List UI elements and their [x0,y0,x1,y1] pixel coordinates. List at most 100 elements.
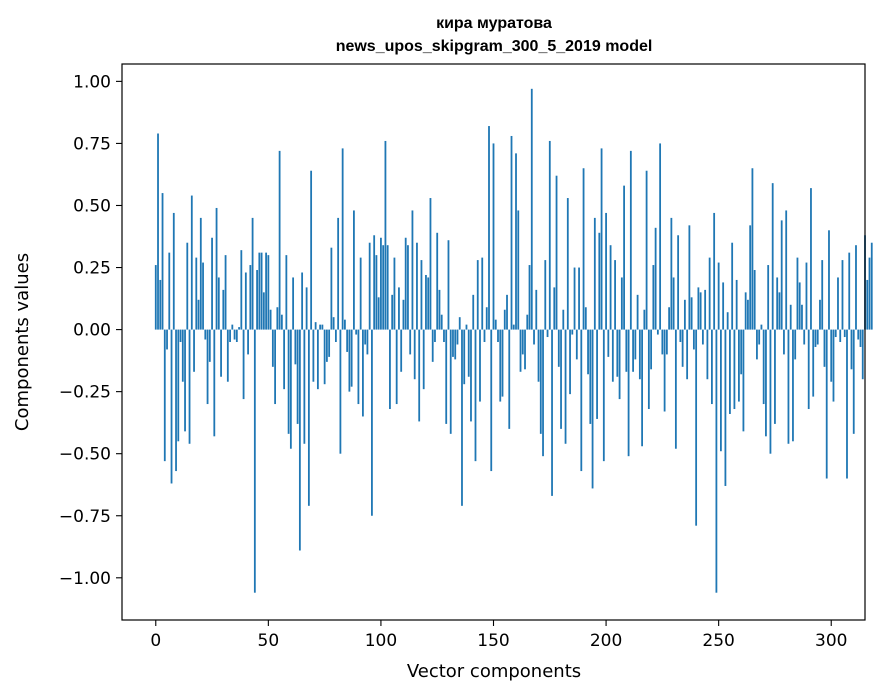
bar-280 [785,210,788,330]
bar-311 [855,245,857,330]
bar-73 [319,324,322,330]
bar-317 [868,257,871,330]
bar-149 [490,329,493,472]
bar-194 [591,329,594,489]
bar-22 [204,329,207,340]
bar-261 [742,329,745,432]
bar-314 [861,329,864,380]
bar-264 [749,225,752,330]
bar-56 [280,314,283,330]
bar-25 [211,237,213,330]
bar-279 [783,329,785,355]
bar-236 [686,329,689,380]
bar-302 [834,329,837,338]
bar-229 [670,217,673,330]
bar-6 [168,252,171,330]
bar-69 [310,170,313,330]
bar-135 [458,317,461,330]
bar-157 [508,329,511,429]
bar-262 [744,292,747,330]
bar-121 [427,277,430,330]
y-tick-label: −0.50 [59,445,111,465]
bar-17 [193,329,195,372]
bar-176 [551,329,553,496]
bar-245 [706,329,709,380]
bar-23 [206,329,209,405]
bar-182 [564,329,567,444]
bar-24 [208,329,211,362]
bar-108 [398,287,400,330]
bar-188 [578,267,580,330]
bar-185 [571,329,574,335]
bar-60 [289,329,292,449]
bar-103 [386,245,389,330]
bar-140 [470,329,472,422]
bar-162 [519,329,522,372]
bar-222 [654,227,657,330]
bar-96 [371,329,373,516]
bar-198 [600,148,603,330]
bar-42 [249,265,252,330]
bar-274 [771,183,774,330]
bar-271 [765,329,767,437]
y-tick-label: −0.25 [59,383,111,403]
bar-20 [199,217,202,330]
chart-title-line1: кира муратова [436,15,552,32]
bar-117 [418,329,421,422]
bar-263 [747,299,749,330]
bar-19 [197,299,200,330]
bar-219 [647,329,650,410]
bar-124 [434,329,436,342]
bar-63 [296,329,299,424]
bar-181 [562,309,565,330]
bar-13 [184,329,186,432]
bar-299 [828,230,830,330]
y-axis-label: Components values [12,253,33,431]
bar-125 [436,232,439,330]
bar-66 [303,329,306,444]
bar-199 [602,329,605,462]
bar-158 [510,135,513,330]
bar-197 [598,232,601,330]
bar-304 [839,329,842,342]
bar-0 [154,265,157,330]
bar-153 [499,329,502,402]
bar-303 [837,277,839,330]
bar-14 [186,242,189,330]
bar-29 [220,329,222,377]
y-tick-label: 0.25 [73,259,111,279]
bar-203 [611,329,614,382]
bar-289 [805,262,808,330]
bar-84 [344,319,346,330]
bar-189 [580,329,583,472]
x-tick-label: 150 [477,631,509,651]
bar-284 [794,329,797,360]
bar-247 [711,329,713,405]
bar-255 [729,329,731,414]
bar-214 [636,294,639,330]
bar-155 [503,309,506,330]
bar-116 [416,242,418,330]
bar-191 [584,307,587,330]
bar-296 [821,260,824,330]
bar-47 [260,252,263,330]
bar-94 [366,329,369,355]
bar-175 [548,140,551,330]
bar-59 [287,329,290,434]
bar-223 [656,329,659,335]
bar-102 [384,140,387,330]
bar-144 [479,329,481,402]
bar-281 [787,329,790,444]
bar-87 [350,329,353,387]
bar-269 [760,324,763,330]
bar-164 [524,329,526,370]
bar-209 [625,329,628,372]
bar-132 [452,329,454,357]
bar-177 [553,287,556,330]
bar-5 [166,329,168,350]
bar-277 [778,292,781,330]
bar-130 [447,240,450,330]
bar-213 [634,329,637,360]
bar-134 [456,329,459,345]
